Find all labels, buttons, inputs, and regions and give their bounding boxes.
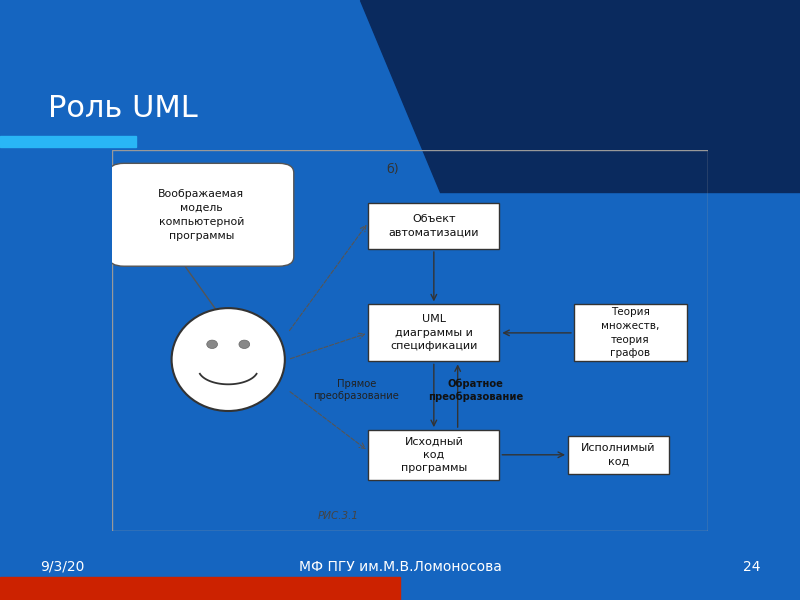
Text: 9/3/20: 9/3/20	[40, 560, 84, 574]
Bar	[368, 430, 499, 479]
Text: Исходный
код
программы: Исходный код программы	[401, 436, 467, 473]
Text: Обратное
преобразование: Обратное преобразование	[428, 378, 523, 402]
Text: UML
диаграммы и
спецификации: UML диаграммы и спецификации	[390, 314, 478, 352]
Ellipse shape	[206, 340, 218, 349]
Bar	[368, 203, 499, 249]
Text: МФ ПГУ им.М.В.Ломоносова: МФ ПГУ им.М.В.Ломоносова	[298, 560, 502, 574]
Bar	[0, 136, 136, 147]
Text: 24: 24	[742, 560, 760, 574]
Text: РИС.3.1: РИС.3.1	[318, 511, 359, 521]
Bar	[0, 577, 400, 600]
Ellipse shape	[172, 308, 285, 411]
Text: Объект
автоматизации: Объект автоматизации	[389, 214, 479, 238]
Text: б): б)	[386, 163, 398, 176]
Bar	[568, 436, 670, 474]
Ellipse shape	[239, 340, 250, 349]
FancyBboxPatch shape	[109, 163, 294, 266]
Text: Исполнимый
код: Исполнимый код	[582, 443, 656, 467]
Bar	[574, 304, 687, 361]
Text: Теория
множеств,
теория
графов: Теория множеств, теория графов	[602, 307, 660, 358]
Text: Прямое
преобразование: Прямое преобразование	[314, 379, 399, 401]
Bar	[368, 304, 499, 361]
Text: Воображаемая
модель
компьютерной
программы: Воображаемая модель компьютерной програм…	[158, 189, 245, 241]
Text: Роль UML: Роль UML	[48, 94, 198, 122]
Polygon shape	[360, 0, 800, 192]
